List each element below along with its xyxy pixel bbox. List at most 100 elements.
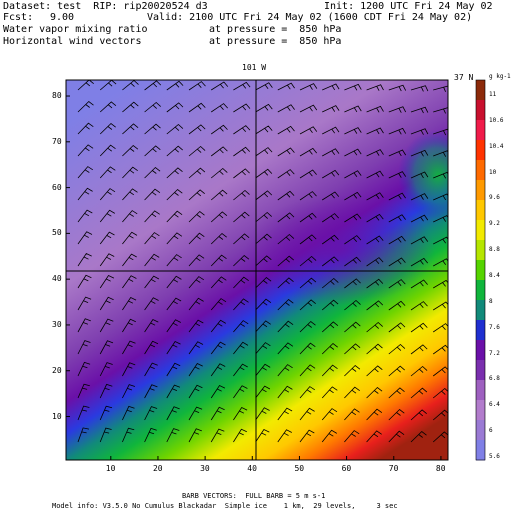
wind-barb [188,167,206,179]
wind-barb [99,122,116,135]
wind-barb [277,385,293,399]
wind-barb [210,406,225,421]
wind-barb [144,145,161,157]
y-tick-label: 10 [52,411,62,421]
colorbar-swatch [476,260,485,281]
wind-barb [99,340,114,355]
wind-barb [144,210,160,223]
wind-barb [255,211,272,223]
wind-barb [344,213,362,223]
wind-barb [210,363,226,377]
wind-barb [410,430,427,443]
wind-barb [166,210,183,223]
wind-barb [99,405,113,421]
wind-barb [344,408,360,421]
wind-barb [233,298,249,311]
colorbar-unit: g kg-1 [489,73,511,80]
wind-barb [388,279,406,289]
wind-barb [166,319,181,333]
wind-barb [277,298,294,311]
wind-barb [77,274,92,289]
wind-barb [77,166,94,179]
wind-barb [166,167,183,179]
wind-barb [388,322,406,333]
wind-barb [122,405,135,421]
wind-barb [77,252,92,267]
wind-barb [277,364,293,377]
wind-barb [210,81,229,91]
wind-barb [344,83,362,91]
wind-barb [410,365,428,377]
wind-barb [77,427,90,443]
colorbar-swatch [476,160,485,181]
wind-barb [366,84,384,91]
wind-barb [299,126,318,135]
colorbar-label: 7.2 [489,349,500,357]
model-info: Model info: V3.5.0 No Cumulus Blackadar … [52,502,398,510]
wind-barb [366,278,384,289]
wind-barb [277,429,292,443]
x-tick-label: 80 [435,464,446,473]
y-tick-label: 60 [52,182,62,192]
wind-barb [233,168,250,179]
wind-barb [299,364,316,377]
wind-barb [388,214,406,223]
wind-barb [99,144,116,157]
wind-barb [366,257,384,267]
wind-barb [210,103,228,113]
wind-barb [255,276,272,289]
wind-barb [233,211,250,223]
wind-barb [255,103,273,113]
wind-barb [277,147,295,157]
wind-barb [433,215,448,223]
wind-barb [388,149,407,157]
colorbar-label: 8.4 [489,272,500,279]
colorbar-label: 6.8 [489,375,500,383]
wind-barb [277,320,294,333]
wind-barb [99,209,116,223]
colorbar-frame [475,79,486,461]
wind-barb [210,211,228,223]
wind-barb [233,81,251,91]
wind-barb [188,210,205,223]
wind-barb [433,150,448,157]
wind-barb [166,123,184,135]
wind-barb [410,236,429,245]
wind-barb [322,148,340,157]
wind-barb [299,83,318,91]
colorbar-swatch [476,400,485,421]
x-tick-label: 10 [105,464,116,473]
wind-barb [99,166,116,179]
wind-barb [188,232,205,245]
wind-barb [122,362,136,377]
wind-barb [122,166,138,179]
wind-barb [255,125,273,135]
wind-barb [366,213,384,223]
wind-barb [166,275,182,289]
wind-barb [299,277,317,289]
wind-barb [299,147,318,157]
wind-barb [344,430,360,443]
wind-barb [210,124,228,135]
wind-barb [99,188,116,201]
wind-barb [388,430,405,443]
wind-barb [388,235,406,245]
wind-barb [122,123,139,135]
wind-barb [322,105,340,113]
colorbar-swatch [476,80,485,101]
wind-barb [255,363,271,377]
wind-barb [255,190,273,201]
moisture-field [66,80,448,460]
wind-barb [366,149,384,157]
wind-barb [166,254,182,267]
wind-barb [233,406,248,421]
wind-barb [432,323,448,333]
colorbar-label: 5.6 [489,453,500,460]
wind-barb [344,386,360,399]
colorbar-label: 10.4 [489,142,504,150]
wind-barb [299,320,316,333]
wind-barb [432,344,448,355]
wind-barb [188,81,206,91]
y-tick-label: 50 [52,228,62,238]
x-tick-label: 20 [152,464,163,473]
